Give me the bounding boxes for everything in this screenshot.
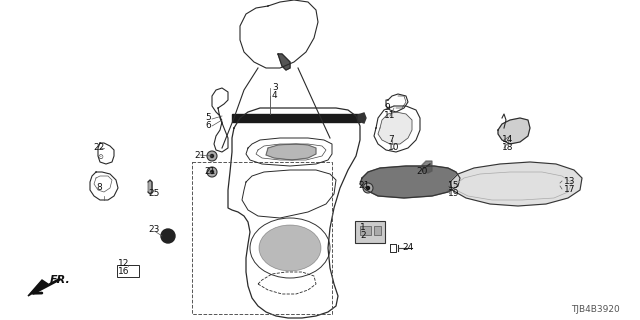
Polygon shape — [450, 162, 582, 206]
Text: 9: 9 — [384, 103, 390, 113]
Text: 10: 10 — [388, 143, 399, 153]
Text: 1: 1 — [360, 223, 365, 233]
Circle shape — [367, 187, 369, 189]
FancyBboxPatch shape — [360, 226, 371, 235]
Text: 21: 21 — [204, 167, 216, 177]
Text: 8: 8 — [96, 183, 102, 193]
Polygon shape — [148, 180, 152, 194]
Circle shape — [207, 167, 217, 177]
Circle shape — [207, 151, 217, 161]
Text: 12: 12 — [118, 259, 129, 268]
Text: 22: 22 — [93, 143, 104, 153]
FancyBboxPatch shape — [374, 226, 381, 235]
Circle shape — [363, 183, 373, 193]
Text: 25: 25 — [148, 188, 159, 197]
Polygon shape — [378, 112, 412, 144]
Text: 7: 7 — [388, 135, 394, 145]
Ellipse shape — [259, 225, 321, 271]
Text: 21: 21 — [358, 180, 369, 189]
Text: 3: 3 — [272, 84, 278, 92]
Text: 13: 13 — [564, 177, 575, 186]
Text: 2: 2 — [360, 231, 365, 241]
Polygon shape — [422, 161, 432, 173]
Text: 21: 21 — [194, 150, 205, 159]
Text: 19: 19 — [448, 188, 460, 197]
Polygon shape — [232, 114, 360, 122]
Text: 15: 15 — [448, 180, 460, 189]
Text: 14: 14 — [502, 135, 513, 145]
Polygon shape — [28, 280, 48, 296]
Text: 20: 20 — [416, 166, 428, 175]
Circle shape — [211, 155, 214, 157]
Text: 4: 4 — [272, 92, 278, 100]
Text: 18: 18 — [502, 143, 513, 153]
Text: TJB4B3920: TJB4B3920 — [572, 305, 620, 314]
Polygon shape — [266, 144, 316, 160]
Text: FR.: FR. — [50, 275, 71, 285]
Text: 16: 16 — [118, 267, 129, 276]
Polygon shape — [278, 54, 290, 70]
Text: 24: 24 — [402, 244, 413, 252]
Text: 17: 17 — [564, 185, 575, 194]
Text: 23: 23 — [148, 225, 159, 234]
Polygon shape — [360, 166, 460, 198]
Text: 5: 5 — [205, 114, 211, 123]
Text: ⊙: ⊙ — [97, 154, 103, 160]
FancyBboxPatch shape — [355, 221, 385, 243]
Circle shape — [161, 229, 175, 243]
Polygon shape — [498, 118, 530, 144]
Circle shape — [211, 171, 214, 173]
Polygon shape — [358, 113, 366, 123]
Text: 6: 6 — [205, 122, 211, 131]
Text: 11: 11 — [384, 111, 396, 121]
